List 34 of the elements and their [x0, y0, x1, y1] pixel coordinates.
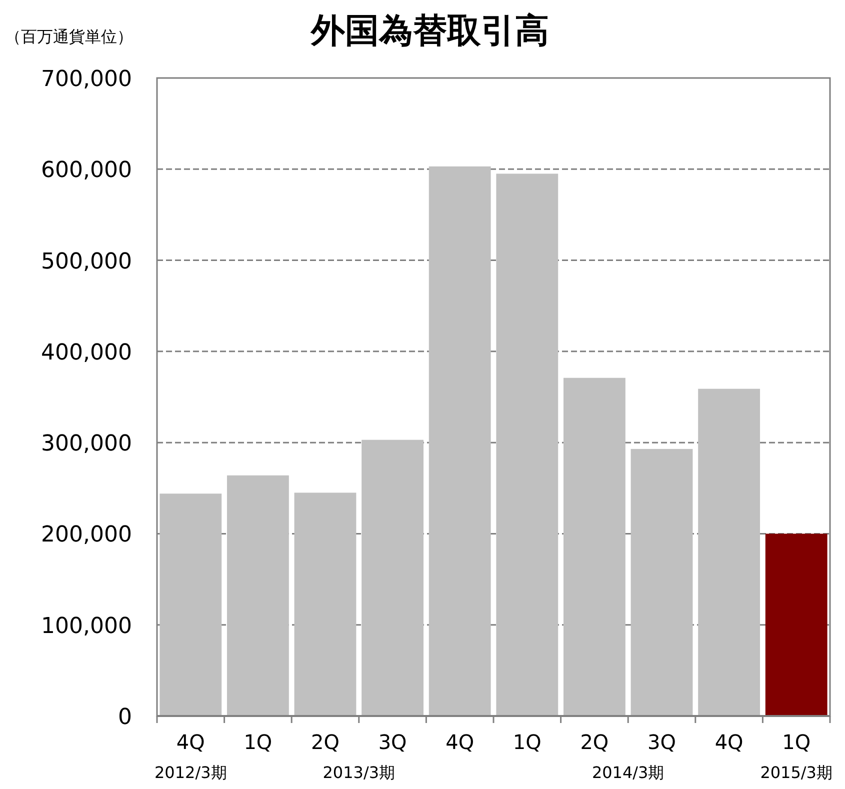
text: 2013/3期	[322, 763, 396, 782]
text: 2015/3期	[760, 763, 832, 782]
bar	[428, 166, 491, 716]
y-axis-title: （百万通貨単位）	[5, 27, 133, 46]
text: 2014/3期	[592, 763, 664, 782]
chart-title: 外国為替取引高	[310, 11, 549, 51]
bar	[765, 534, 828, 716]
bar	[630, 448, 693, 716]
bar	[160, 494, 222, 716]
x-tick-label: 1Q	[512, 730, 542, 754]
text: 2012/3期	[154, 763, 227, 782]
x-tick-label: 2Q	[580, 730, 609, 754]
y-tick-label: 200,000	[41, 522, 132, 548]
x-tick-label: 4Q	[714, 730, 744, 754]
x-tick-label: 1Q	[782, 730, 811, 754]
bar	[496, 174, 558, 716]
x-tick-label: 3Q	[378, 730, 407, 754]
x-tick-label: 1Q	[244, 730, 272, 754]
y-tick-label: 700,000	[41, 67, 132, 92]
y-tick-label: 500,000	[41, 249, 132, 274]
bar	[294, 492, 356, 716]
x-tick-label: 3Q	[648, 730, 676, 754]
y-tick-label: 300,000	[41, 432, 132, 457]
bar	[226, 475, 289, 716]
y-tick-label: 100,000	[41, 614, 132, 639]
y-tick-label: 600,000	[41, 158, 132, 184]
bar	[362, 440, 424, 716]
y-tick-label: 0	[118, 705, 132, 730]
y-tick-label: 400,000	[41, 340, 132, 366]
bar	[563, 378, 626, 716]
x-tick-label: 4Q	[176, 730, 205, 754]
x-tick-label: 4Q	[446, 730, 474, 754]
x-tick-label: 2Q	[311, 730, 340, 754]
bar	[698, 388, 760, 716]
